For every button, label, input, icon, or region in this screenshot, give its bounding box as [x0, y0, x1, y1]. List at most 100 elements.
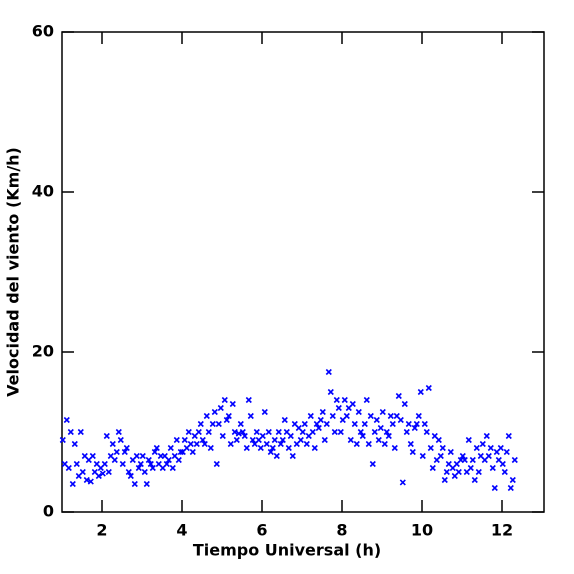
point [353, 440, 360, 448]
x-tick-label: 6 [256, 521, 267, 540]
point [237, 420, 244, 428]
point [333, 396, 340, 404]
point [303, 440, 310, 448]
point [149, 464, 156, 472]
point [177, 448, 184, 456]
point [317, 416, 324, 424]
point [407, 440, 414, 448]
point [69, 480, 76, 488]
point [153, 444, 160, 452]
point [337, 428, 344, 436]
point [127, 472, 134, 480]
point [185, 428, 192, 436]
point [253, 428, 260, 436]
point [223, 416, 230, 424]
point [409, 448, 416, 456]
point [277, 440, 284, 448]
point [311, 444, 318, 452]
x-tick-label: 10 [411, 521, 433, 540]
point [197, 420, 204, 428]
point [123, 444, 130, 452]
point [65, 464, 72, 472]
point [385, 432, 392, 440]
point [145, 456, 152, 464]
point [373, 416, 380, 424]
point [427, 444, 434, 452]
point [193, 440, 200, 448]
point [323, 420, 330, 428]
point [389, 420, 396, 428]
point [221, 396, 228, 404]
point [417, 388, 424, 396]
point [485, 452, 492, 460]
point [117, 436, 124, 444]
point [133, 452, 140, 460]
x-tick-label: 2 [96, 521, 107, 540]
y-tick-label: 0 [43, 502, 54, 521]
point [419, 452, 426, 460]
point [421, 420, 428, 428]
point [125, 468, 132, 476]
point [307, 412, 314, 420]
point [509, 476, 516, 484]
point [83, 476, 90, 484]
point [141, 468, 148, 476]
point [395, 392, 402, 400]
point [443, 468, 450, 476]
point [147, 460, 154, 468]
point [243, 444, 250, 452]
point [503, 448, 510, 456]
point [275, 428, 282, 436]
point [229, 400, 236, 408]
point [383, 428, 390, 436]
point [245, 396, 252, 404]
point [375, 436, 382, 444]
y-tick-label: 40 [32, 182, 54, 201]
point [273, 452, 280, 460]
point [95, 472, 102, 480]
point [131, 480, 138, 488]
point [461, 456, 468, 464]
point [105, 468, 112, 476]
point [363, 396, 370, 404]
point [379, 408, 386, 416]
point [143, 480, 150, 488]
point [169, 464, 176, 472]
point [103, 432, 110, 440]
point [151, 448, 158, 456]
point [469, 456, 476, 464]
point [259, 432, 266, 440]
point [425, 384, 432, 392]
point [369, 460, 376, 468]
point [441, 476, 448, 484]
point [475, 468, 482, 476]
point [257, 444, 264, 452]
point [109, 440, 116, 448]
point [137, 460, 144, 468]
point [309, 428, 316, 436]
point [499, 460, 506, 468]
point [351, 420, 358, 428]
point [249, 436, 256, 444]
point [261, 408, 268, 416]
point [325, 368, 332, 376]
point [343, 412, 350, 420]
point [439, 444, 446, 452]
point [415, 412, 422, 420]
x-axis-label: Tiempo Universal (h) [193, 541, 381, 560]
point [285, 444, 292, 452]
point [483, 432, 490, 440]
x-tick-label: 12 [491, 521, 513, 540]
point [73, 460, 80, 468]
point [217, 404, 224, 412]
point [391, 444, 398, 452]
point [401, 400, 408, 408]
point [195, 428, 202, 436]
point [219, 432, 226, 440]
point [359, 432, 366, 440]
point [205, 428, 212, 436]
point [59, 436, 66, 444]
point [265, 428, 272, 436]
point [271, 436, 278, 444]
